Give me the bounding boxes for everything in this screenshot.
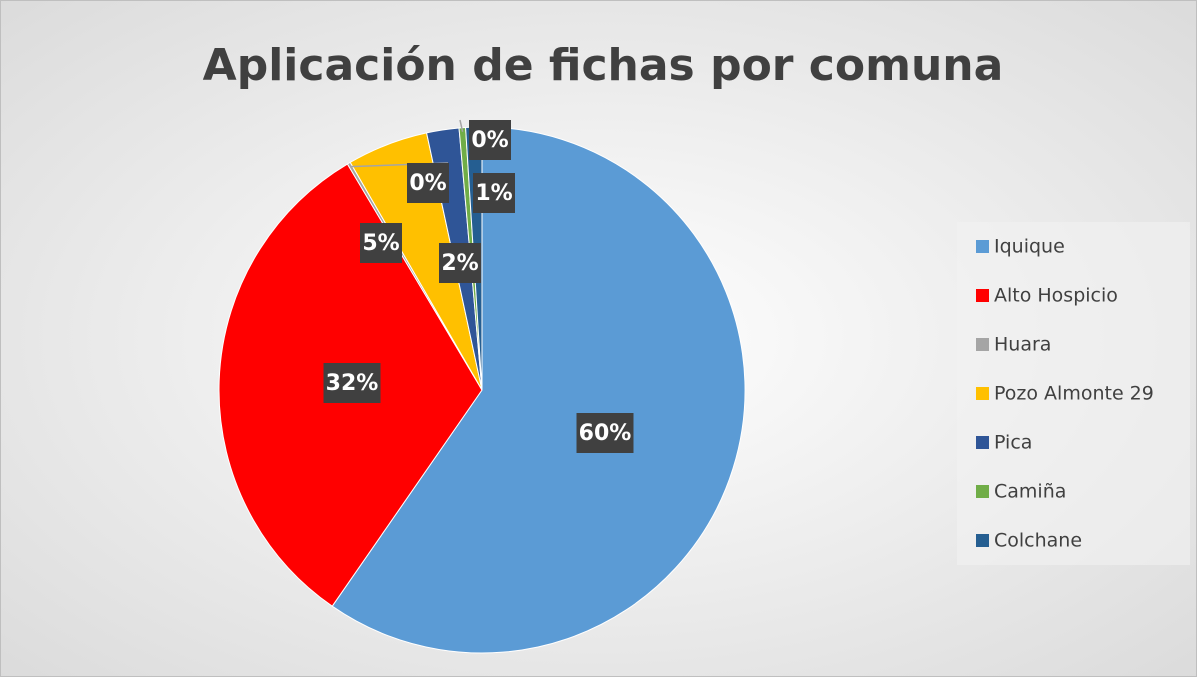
data-label: 32% (326, 371, 379, 396)
data-label: 60% (579, 421, 632, 446)
legend-swatch (976, 338, 989, 351)
data-label: 0% (471, 128, 508, 153)
chart-title: Aplicación de fichas por comuna (203, 40, 1004, 91)
data-label: 2% (441, 251, 478, 276)
legend-label: Camiña (994, 481, 1066, 503)
label-box (407, 163, 449, 203)
label-box (360, 223, 402, 263)
data-label: 1% (475, 181, 512, 206)
legend-swatch (976, 436, 989, 449)
legend-label: Iquique (994, 236, 1065, 258)
legend-swatch (976, 485, 989, 498)
legend-label: Colchane (994, 530, 1082, 552)
data-label: 0% (409, 171, 446, 196)
label-box (469, 120, 511, 160)
legend-swatch (976, 534, 989, 547)
legend-swatch (976, 387, 989, 400)
legend-label: Huara (994, 334, 1051, 356)
pie-slice (331, 126, 746, 654)
data-label: 5% (362, 231, 399, 256)
legend-label: Pozo Almonte 29 (994, 383, 1154, 405)
label-box (473, 173, 515, 213)
label-box (323, 363, 381, 403)
leader-line (459, 119, 464, 132)
legend-label: Pica (994, 432, 1032, 454)
legend-box (957, 222, 1190, 565)
legend-label: Alto Hospicio (994, 285, 1118, 307)
label-box (439, 243, 481, 283)
label-box (576, 413, 634, 453)
legend-swatch (976, 289, 989, 302)
legend-swatch (976, 240, 989, 253)
